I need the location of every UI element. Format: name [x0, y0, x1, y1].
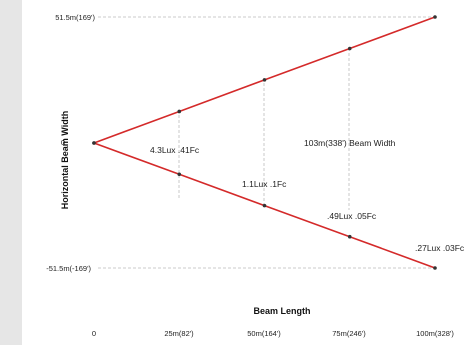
data-point-2-3: [347, 234, 352, 239]
data-point-1-3: [347, 46, 352, 51]
annotation-25m: 4.3Lux .41Fc: [150, 145, 200, 155]
x-tick-0: 0: [92, 329, 96, 338]
x-axis-title: Beam Length: [253, 306, 310, 316]
y-axis-title: Horizontal Beam Width: [60, 111, 70, 209]
x-tick-1: 25m(82'): [164, 329, 194, 338]
data-point-1-2: [262, 78, 267, 82]
data-point-2-1: [177, 172, 182, 177]
x-tick-3: 75m(246'): [332, 329, 366, 338]
data-point-2-0: [92, 141, 96, 145]
x-tick-4: 100m(328'): [416, 329, 454, 338]
chart-panel: [22, 0, 475, 345]
data-point-1-1: [177, 109, 182, 114]
beam-width-annotation: 103m(338') Beam Width: [304, 138, 396, 148]
annotation-50m: 1.1Lux .1Fc: [242, 179, 287, 189]
y-tick-bottom: -51.5m(-169'): [46, 264, 91, 273]
data-point-1-4: [433, 15, 437, 19]
y-tick-top: 51.5m(169'): [55, 13, 95, 22]
annotation-75m: .49Lux .05Fc: [327, 211, 377, 221]
x-tick-2: 50m(164'): [247, 329, 281, 338]
y-tick-zero: 0: [61, 138, 65, 147]
series-layer: [92, 15, 437, 270]
annotation-100m: .27Lux .03Fc: [415, 243, 465, 253]
data-point-2-2: [262, 203, 267, 208]
data-point-2-4: [433, 266, 437, 270]
